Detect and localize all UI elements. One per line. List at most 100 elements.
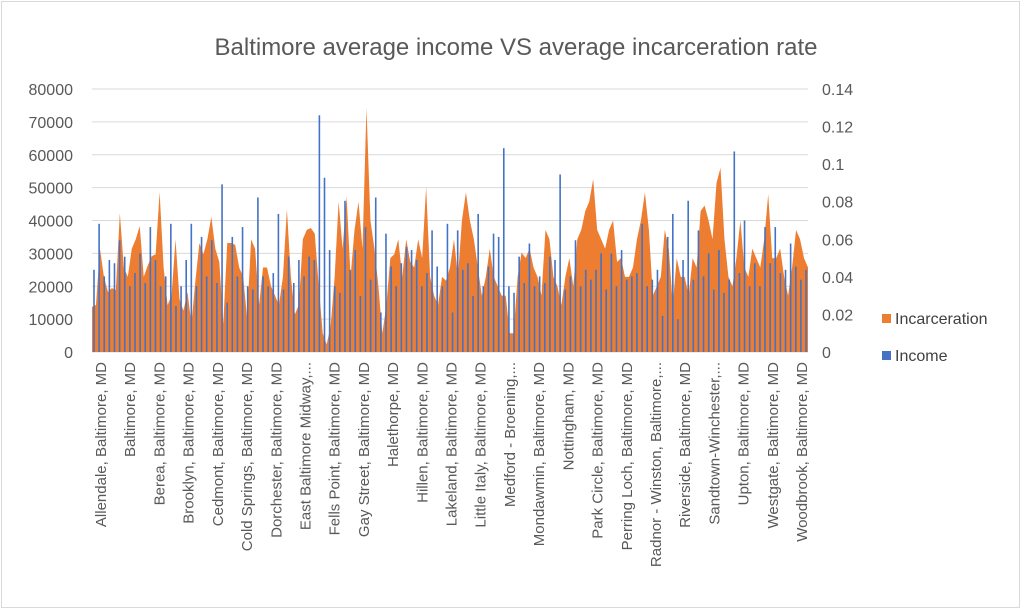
income-bar — [431, 230, 433, 352]
x-category-label: Halethorpe, MD — [385, 362, 402, 467]
chart-title: Baltimore average income VS average inca… — [215, 34, 818, 61]
income-bar — [600, 253, 602, 353]
income-bar — [400, 263, 403, 352]
income-bar — [190, 223, 193, 352]
x-category-label: Dorchester, Baltimore, MD — [268, 362, 285, 538]
income-bar — [605, 289, 608, 352]
income-bar — [211, 240, 213, 352]
income-bar — [175, 305, 177, 352]
y-left-tick-label: 20000 — [29, 279, 74, 296]
income-bar — [774, 227, 777, 352]
income-bar — [426, 273, 428, 352]
income-bar — [164, 276, 167, 352]
income-bar — [267, 286, 269, 352]
income-bar — [385, 233, 387, 352]
income-bar — [277, 213, 280, 352]
x-category-label: Little Italy, Baltimore, MD — [473, 362, 490, 528]
y-right-tick-label: 0.14 — [822, 82, 853, 99]
income-bar — [666, 236, 669, 352]
income-bar — [794, 266, 797, 352]
income-bar — [718, 250, 720, 352]
income-bar — [482, 286, 485, 352]
income-bar — [170, 223, 172, 352]
income-bar — [93, 269, 95, 352]
income-bar — [380, 312, 382, 352]
income-bar — [241, 227, 244, 352]
x-category-label: Westgate, Baltimore, MD — [765, 362, 782, 529]
income-bar — [610, 253, 613, 353]
income-bar — [318, 115, 321, 352]
income-bar — [118, 240, 121, 352]
income-bar — [631, 276, 633, 352]
income-bar — [554, 259, 556, 352]
income-bar — [246, 286, 249, 352]
x-category-label: Woodbrook, Baltimore, MD — [794, 362, 811, 542]
income-bar — [769, 263, 771, 352]
income-bar — [615, 286, 618, 352]
x-category-label: Medford - Broening,... — [502, 362, 519, 507]
x-category-label: Baltimore, MD — [122, 362, 139, 457]
income-bar — [549, 256, 551, 352]
y-left-tick-label: 10000 — [29, 312, 74, 329]
income-bar — [282, 289, 285, 352]
income-bar — [144, 282, 147, 352]
income-bar — [753, 263, 756, 352]
income-bar — [677, 319, 679, 353]
income-bar — [738, 273, 741, 352]
x-category-label: East Baltimore Midway,... — [298, 362, 315, 530]
x-category-label: Cold Springs, Baltimore, MD — [239, 362, 256, 551]
income-bar — [733, 151, 736, 352]
income-bar — [784, 269, 787, 352]
income-bar — [508, 286, 510, 352]
income-bar — [584, 269, 587, 352]
income-bar — [656, 269, 659, 352]
income-bar — [262, 276, 264, 352]
y-left-tick-label: 60000 — [29, 148, 74, 165]
income-bar — [697, 230, 700, 352]
y-right-tick-label: 0 — [822, 345, 831, 362]
income-bar — [456, 230, 459, 352]
income-bar — [405, 246, 408, 352]
income-bar — [636, 273, 638, 352]
income-bar — [287, 256, 290, 352]
income-bar — [564, 289, 567, 352]
y-left-tick-label: 70000 — [29, 115, 74, 132]
income-bar — [707, 253, 710, 353]
income-bar — [789, 243, 792, 352]
income-bar — [472, 296, 474, 352]
income-bar — [149, 227, 152, 352]
income-bar — [339, 292, 341, 352]
y-right-tick-label: 0.1 — [822, 157, 844, 174]
income-bar — [533, 286, 536, 352]
x-category-label: Sandtown-Winchester,... — [706, 362, 723, 525]
income-bar — [359, 296, 362, 352]
income-bar — [543, 282, 546, 352]
income-bar — [502, 148, 505, 352]
income-bar — [328, 250, 331, 352]
income-bar — [625, 279, 628, 353]
x-category-label: Hillen, Baltimore, MD — [414, 362, 431, 503]
income-bar — [221, 184, 223, 352]
income-bar — [759, 286, 761, 352]
income-bar — [492, 233, 495, 352]
income-bar — [216, 282, 218, 352]
income-bar — [292, 282, 295, 352]
income-bar — [421, 286, 423, 352]
x-category-label: Mondawmin, Baltimore, MD — [531, 362, 548, 546]
income-bar — [349, 269, 351, 352]
income-bar — [272, 273, 275, 352]
x-category-label: Gay Street, Baltimore, MD — [356, 362, 373, 537]
income-bar — [661, 315, 664, 352]
income-bar — [702, 276, 705, 352]
x-category-label: Berea, Baltimore, MD — [151, 362, 168, 506]
income-bar — [185, 259, 187, 352]
income-bar — [395, 286, 398, 352]
income-bar — [723, 292, 725, 352]
y-left-tick-label: 0 — [64, 345, 73, 362]
income-bar — [200, 236, 203, 352]
income-bar — [620, 250, 623, 352]
y-right-tick-label: 0.04 — [822, 270, 853, 287]
income-bar — [374, 197, 377, 352]
x-category-label: Nottingham, MD — [560, 362, 577, 471]
income-bar — [800, 279, 802, 353]
